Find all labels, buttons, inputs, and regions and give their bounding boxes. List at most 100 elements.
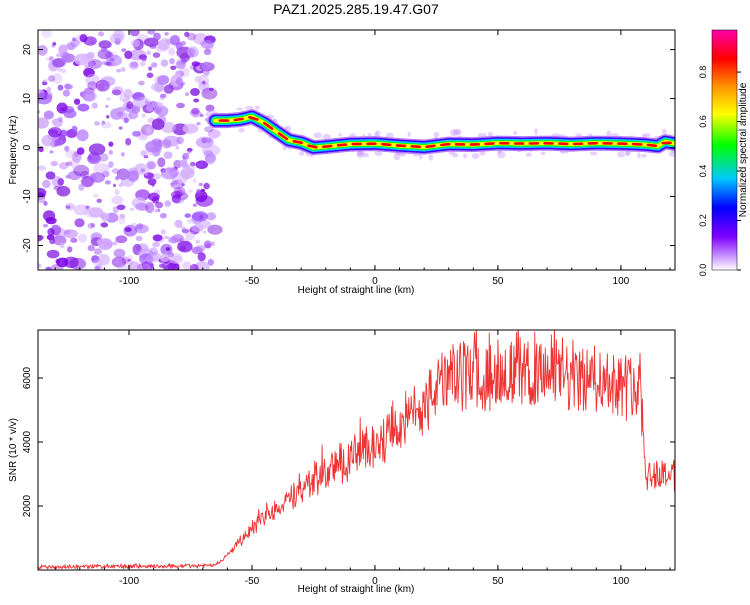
noise-blob (43, 78, 49, 82)
noise-blob (80, 34, 88, 42)
noise-blob (153, 33, 161, 41)
noise-blob (48, 75, 55, 82)
noise-blob (94, 266, 100, 270)
noise-blob (89, 143, 106, 155)
noise-blob (94, 248, 102, 255)
noise-blob (146, 103, 153, 111)
noise-blob (93, 260, 103, 266)
noise-blob (187, 164, 195, 174)
noise-blob (108, 161, 114, 168)
y-tick-label: 10 (22, 93, 33, 105)
ridge-halo-blob (534, 128, 538, 135)
x-tick-label: -100 (119, 276, 139, 287)
noise-blob (205, 153, 216, 164)
figure-title: PAZ1.2025.285.19.47.G07 (273, 1, 439, 17)
noise-blob (93, 194, 99, 198)
noise-blob (153, 234, 163, 241)
noise-blob (117, 107, 125, 113)
noise-blob (193, 99, 199, 103)
noise-blob (154, 209, 158, 213)
y-tick-label: -20 (22, 238, 33, 253)
noise-blob (119, 126, 123, 129)
ridge-halo-blob (255, 106, 260, 110)
y-tick-label: 0 (22, 144, 33, 150)
colorbar-label: Normalized spectral amplitude (738, 82, 749, 217)
noise-blob (117, 205, 126, 211)
noise-blob (66, 175, 71, 179)
noise-blob (175, 220, 183, 228)
colorbar: 0.00.20.40.60.8 Normalized spectral ampl… (698, 30, 749, 276)
noise-blob (121, 152, 125, 157)
noise-blob (58, 117, 62, 122)
noise-blob (114, 189, 119, 195)
ridge-halo-blob (452, 153, 458, 158)
noise-blob (66, 206, 70, 209)
noise-blob (63, 90, 70, 97)
noise-blob (74, 218, 84, 227)
noise-blob (61, 52, 71, 63)
noise-blob (176, 42, 183, 50)
noise-blob (126, 101, 133, 109)
x-tick-label: 50 (492, 576, 504, 587)
noise-blob (74, 99, 80, 105)
ridge-halo-blob (641, 154, 647, 158)
noise-blob (131, 39, 140, 47)
noise-blob (54, 186, 61, 190)
noise-blob (175, 60, 186, 69)
noise-blob (187, 33, 197, 41)
noise-blob (88, 61, 94, 67)
snr-y-label: SNR (10 * v/v) (8, 418, 19, 482)
noise-blob (46, 94, 53, 99)
ridge-halo-blob (590, 152, 598, 156)
noise-blob (70, 238, 77, 243)
ridge-halo-blob (239, 128, 245, 133)
noise-blob (76, 129, 88, 141)
noise-blob (46, 171, 56, 179)
noise-blob (90, 172, 105, 183)
noise-blob (124, 117, 129, 123)
noise-blob (164, 236, 169, 239)
noise-blob (109, 150, 113, 155)
noise-blob (163, 136, 180, 147)
noise-blob (48, 127, 62, 137)
noise-blob (176, 103, 185, 109)
colorbar-tick-label: 0.2 (698, 214, 708, 227)
noise-blob (114, 249, 126, 258)
ridge-halo-blob (526, 153, 532, 157)
ridge-peak-mark (427, 146, 435, 147)
noise-blob (88, 245, 95, 251)
noise-blob (164, 151, 173, 159)
noise-blob (60, 107, 64, 111)
noise-blob (107, 97, 111, 100)
ridge-halo-blob (338, 133, 342, 136)
noise-blob (138, 81, 145, 86)
noise-blob (121, 48, 126, 51)
noise-blob (151, 83, 165, 92)
noise-blob (47, 250, 60, 259)
ridge-halo-blob (237, 107, 244, 110)
noise-blob (168, 237, 178, 244)
noise-blob (119, 214, 125, 219)
ridge-halo-blob (637, 152, 640, 158)
noise-blob (192, 178, 196, 183)
noise-blob (200, 114, 204, 117)
noise-blob (145, 127, 151, 134)
noise-blob (144, 155, 149, 158)
noise-blob (187, 148, 193, 152)
snr-x-label: Height of straight line (km) (298, 584, 415, 595)
noise-blob (113, 184, 116, 187)
noise-blob (163, 265, 173, 274)
noise-blob (197, 163, 203, 167)
noise-blob (36, 264, 41, 269)
noise-blob (198, 252, 206, 261)
noise-blob (174, 187, 186, 197)
noise-blob (60, 243, 65, 248)
ridge-halo-blob (497, 151, 505, 158)
noise-blob (140, 264, 151, 275)
noise-blob (125, 138, 131, 145)
noise-blob (113, 30, 125, 41)
colorbar-tick-label: 0.4 (698, 165, 708, 178)
noise-blob (156, 102, 163, 108)
noise-blob (58, 85, 64, 91)
noise-blob (209, 88, 214, 91)
